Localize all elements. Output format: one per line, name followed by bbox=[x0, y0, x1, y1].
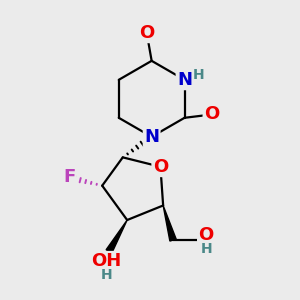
Text: H: H bbox=[200, 242, 212, 256]
Polygon shape bbox=[106, 220, 127, 253]
Text: H: H bbox=[193, 68, 204, 82]
Text: F: F bbox=[63, 168, 75, 186]
Text: O: O bbox=[204, 106, 219, 124]
Text: H: H bbox=[100, 268, 112, 282]
Text: O: O bbox=[139, 24, 154, 42]
Text: N: N bbox=[177, 71, 192, 89]
Text: N: N bbox=[144, 128, 159, 146]
Text: O: O bbox=[199, 226, 214, 244]
Polygon shape bbox=[163, 206, 176, 241]
Text: OH: OH bbox=[91, 252, 122, 270]
Text: O: O bbox=[153, 158, 168, 176]
